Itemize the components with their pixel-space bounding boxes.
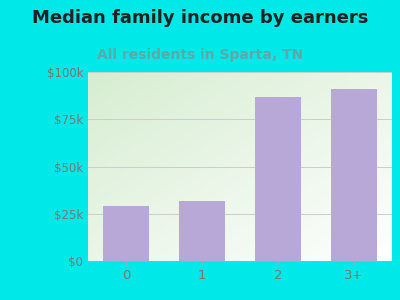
Bar bbox=[103, 206, 149, 261]
Text: All residents in Sparta, TN: All residents in Sparta, TN bbox=[97, 48, 303, 62]
Bar bbox=[331, 89, 377, 261]
Bar bbox=[179, 200, 225, 261]
Text: Median family income by earners: Median family income by earners bbox=[32, 9, 368, 27]
Bar bbox=[255, 97, 301, 261]
